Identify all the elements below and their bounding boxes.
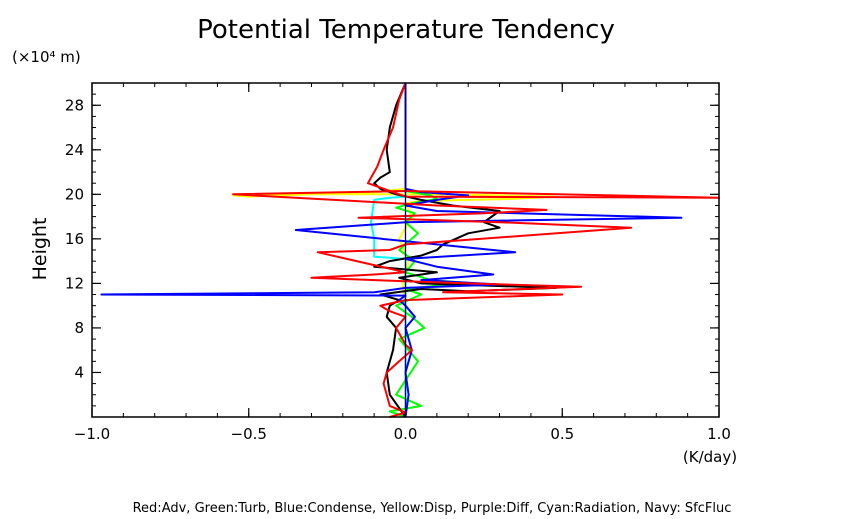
x-unit-label: (K/day) — [683, 448, 737, 466]
y-tick-label: 12 — [65, 274, 84, 292]
y-tick-label: 20 — [65, 185, 84, 203]
series-layer — [100, 82, 720, 418]
x-tick-label: 1.0 — [707, 425, 731, 443]
ticks-layer: −1.0 −0.5 0.0 0.5 1.0 4 8 12 16 20 24 28 — [65, 83, 731, 443]
series-line-0 — [232, 83, 557, 417]
series-line-1 — [370, 83, 407, 417]
y-unit-label: (×10⁴ m) — [12, 48, 81, 66]
y-tick-label: 28 — [65, 96, 84, 114]
x-tick-label: −1.0 — [74, 425, 110, 443]
legend-footer: Red:Adv, Green:Turb, Blue:Condense, Yell… — [133, 501, 732, 516]
y-tick-label: 8 — [74, 319, 84, 337]
chart-title: Potential Temperature Tendency — [197, 15, 615, 45]
series-line-2 — [388, 83, 476, 418]
series-line-5 — [232, 82, 720, 418]
y-tick-label: 16 — [65, 230, 84, 248]
x-tick-label: 0.0 — [394, 425, 418, 443]
x-tick-label: −0.5 — [231, 425, 267, 443]
y-axis-label: Height — [29, 218, 51, 281]
series-line-3 — [373, 82, 557, 418]
x-tick-label: 0.5 — [550, 425, 574, 443]
y-tick-label: 24 — [65, 141, 84, 159]
y-tick-label: 4 — [74, 363, 84, 381]
